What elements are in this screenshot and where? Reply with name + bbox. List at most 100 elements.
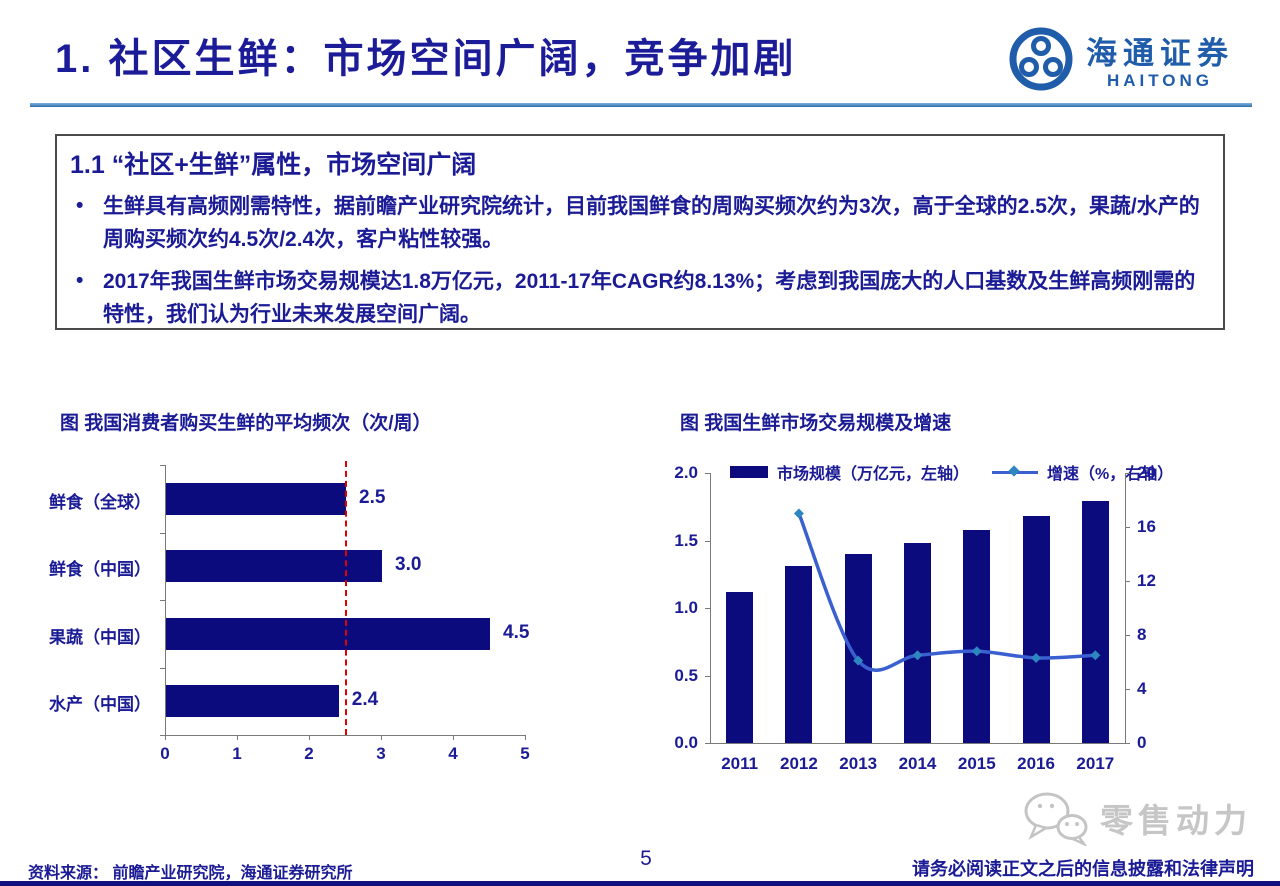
right-tick-label: 16 <box>1137 517 1156 536</box>
bullet-text: 2017年我国生鲜市场交易规模达1.8万亿元，2011-17年CAGR约8.13… <box>103 270 1196 326</box>
right-axis <box>1125 473 1126 743</box>
left-tick-label: 0.0 <box>674 733 698 752</box>
summary-heading: 1.1 “社区+生鲜”属性，市场空间广阔 <box>70 151 477 179</box>
haitong-logo-icon <box>1009 27 1073 91</box>
left-tick-label: 0.5 <box>674 665 698 685</box>
bottom-bar <box>0 881 1280 886</box>
logo-cn-text: 海通证券 <box>1086 35 1234 71</box>
y-tick <box>160 532 165 534</box>
category-label: 果蔬（中国） <box>49 627 151 647</box>
right-tick-label: 4 <box>1137 679 1147 698</box>
right-tick <box>1125 743 1130 744</box>
year-label: 2012 <box>780 754 818 773</box>
market-chart-title: 图 我国生鲜市场交易规模及增速 <box>680 413 952 434</box>
left-tick-label: 1.0 <box>674 598 698 617</box>
bar <box>166 617 490 650</box>
market-chart-plot: 0.0 0.5 1.0 1.5 2.0 0 4 8 12 16 20 2011 2012 2013 2014… <box>660 400 1235 800</box>
haitong-logo: 海通证券 HAITONG <box>1008 26 1234 92</box>
value-label: 2.5 <box>359 486 386 508</box>
x-tick-label: 4 <box>448 744 458 763</box>
line-series-swatch-icon <box>992 470 1039 474</box>
bullet-item: 2017年我国生鲜市场交易规模达1.8万亿元，2011-17年CAGR约8.13… <box>76 265 1207 331</box>
page-title: 1. 社区生鲜：市场空间广阔，竞争加剧 <box>55 37 797 81</box>
y-axis <box>165 465 166 735</box>
right-tick-label: 20 <box>1137 463 1156 482</box>
disclaimer: 请务必阅读正文之后的信息披露和法律声明 <box>912 859 1254 879</box>
year-label: 2014 <box>898 754 937 773</box>
bar <box>726 591 754 743</box>
market-chart-legend: 市场规模（万亿元，左轴） 增速（%，右轴） <box>730 460 1173 484</box>
left-tick <box>705 743 710 744</box>
x-tick <box>165 735 166 740</box>
left-axis <box>710 473 711 743</box>
year-label: 2011 <box>721 754 759 773</box>
category-label: 水产（中国） <box>49 695 151 715</box>
x-tick-label: 0 <box>160 744 170 763</box>
source-note: 资料来源： 前瞻产业研究院，海通证券研究所 <box>28 865 353 882</box>
watermark-text: 零售动力 <box>1100 802 1252 839</box>
left-tick <box>705 473 710 474</box>
reference-line <box>345 461 347 735</box>
y-tick <box>160 735 165 736</box>
left-tick <box>705 675 710 677</box>
summary-box: 1.1 “社区+生鲜”属性，市场空间广阔 生鲜具有高频刚需特性，据前瞻产业研究院… <box>55 134 1225 330</box>
year-label: 2017 <box>1076 754 1115 773</box>
bar <box>166 685 339 718</box>
bullet-text: 生鲜具有高频刚需特性，据前瞻产业研究院统计，目前我国鲜食的周购买频次约为3次，高… <box>103 195 1200 251</box>
right-tick-label: 0 <box>1137 733 1147 752</box>
year-label: 2013 <box>839 754 878 773</box>
year-label: 2016 <box>1017 754 1055 773</box>
x-axis <box>165 735 525 736</box>
right-tick <box>1125 473 1130 474</box>
right-tick <box>1125 527 1130 528</box>
right-tick-label: 12 <box>1137 571 1156 590</box>
year-label: 2015 <box>957 754 996 773</box>
x-tick <box>453 735 454 740</box>
right-tick <box>1125 689 1130 690</box>
left-tick-label: 1.5 <box>674 530 698 550</box>
bar <box>1022 516 1050 743</box>
x-tick-label: 5 <box>520 744 530 763</box>
bar <box>963 529 991 743</box>
bar <box>785 566 813 743</box>
x-axis <box>710 743 1125 744</box>
bar <box>844 554 872 743</box>
bar <box>166 550 382 583</box>
x-tick <box>237 735 238 740</box>
x-tick <box>525 735 526 740</box>
freq-chart-title: 图 我国消费者购买生鲜的平均频次（次/周） <box>60 413 432 434</box>
x-tick-label: 1 <box>232 744 242 763</box>
watermark: 零售动力 <box>1022 790 1252 846</box>
x-tick-label: 3 <box>376 744 386 763</box>
right-tick-label: 8 <box>1137 625 1147 644</box>
bar-series-swatch-icon <box>730 466 768 478</box>
bar <box>1081 501 1109 743</box>
bar <box>166 482 346 515</box>
title-underline <box>30 103 1252 107</box>
y-tick <box>160 600 165 601</box>
value-label: 2.4 <box>351 689 379 711</box>
value-label: 4.5 <box>503 621 530 643</box>
y-tick <box>160 667 165 669</box>
category-label: 鲜食（全球） <box>49 492 151 512</box>
left-tick <box>705 540 710 542</box>
chat-bubbles-icon <box>1024 792 1088 846</box>
y-tick <box>160 465 165 466</box>
bullet-item: 生鲜具有高频刚需特性，据前瞻产业研究院统计，目前我国鲜食的周购买频次约为3次，高… <box>76 190 1207 256</box>
x-tick-label: 2 <box>304 744 314 763</box>
page-number: 5 <box>640 847 652 870</box>
x-tick <box>309 735 310 740</box>
market-chart: 图 我国生鲜市场交易规模及增速 市场规模（万亿元，左轴） 增速（%，右轴） 0.… <box>660 400 1235 800</box>
right-tick <box>1125 581 1130 582</box>
bar <box>904 543 931 743</box>
category-label: 鲜食（中国） <box>49 560 151 580</box>
right-tick <box>1125 635 1130 636</box>
freq-chart-plot: 鲜食（全球） 2.5 鲜食（中国） 3.0 果蔬（中国） 4.5 水产（中国） 2.4 0 1 2 3… <box>30 400 640 790</box>
x-tick <box>381 735 382 740</box>
freq-chart: 图 我国消费者购买生鲜的平均频次（次/周） 鲜食（全球） 2.5 鲜食（中国） 3.0… <box>30 400 640 790</box>
bar-series-label: 市场规模（万亿元，左轴） <box>777 466 970 483</box>
logo-en-text: HAITONG <box>1106 70 1214 90</box>
line-marker-icon <box>793 508 804 519</box>
value-label: 3.0 <box>395 554 422 576</box>
